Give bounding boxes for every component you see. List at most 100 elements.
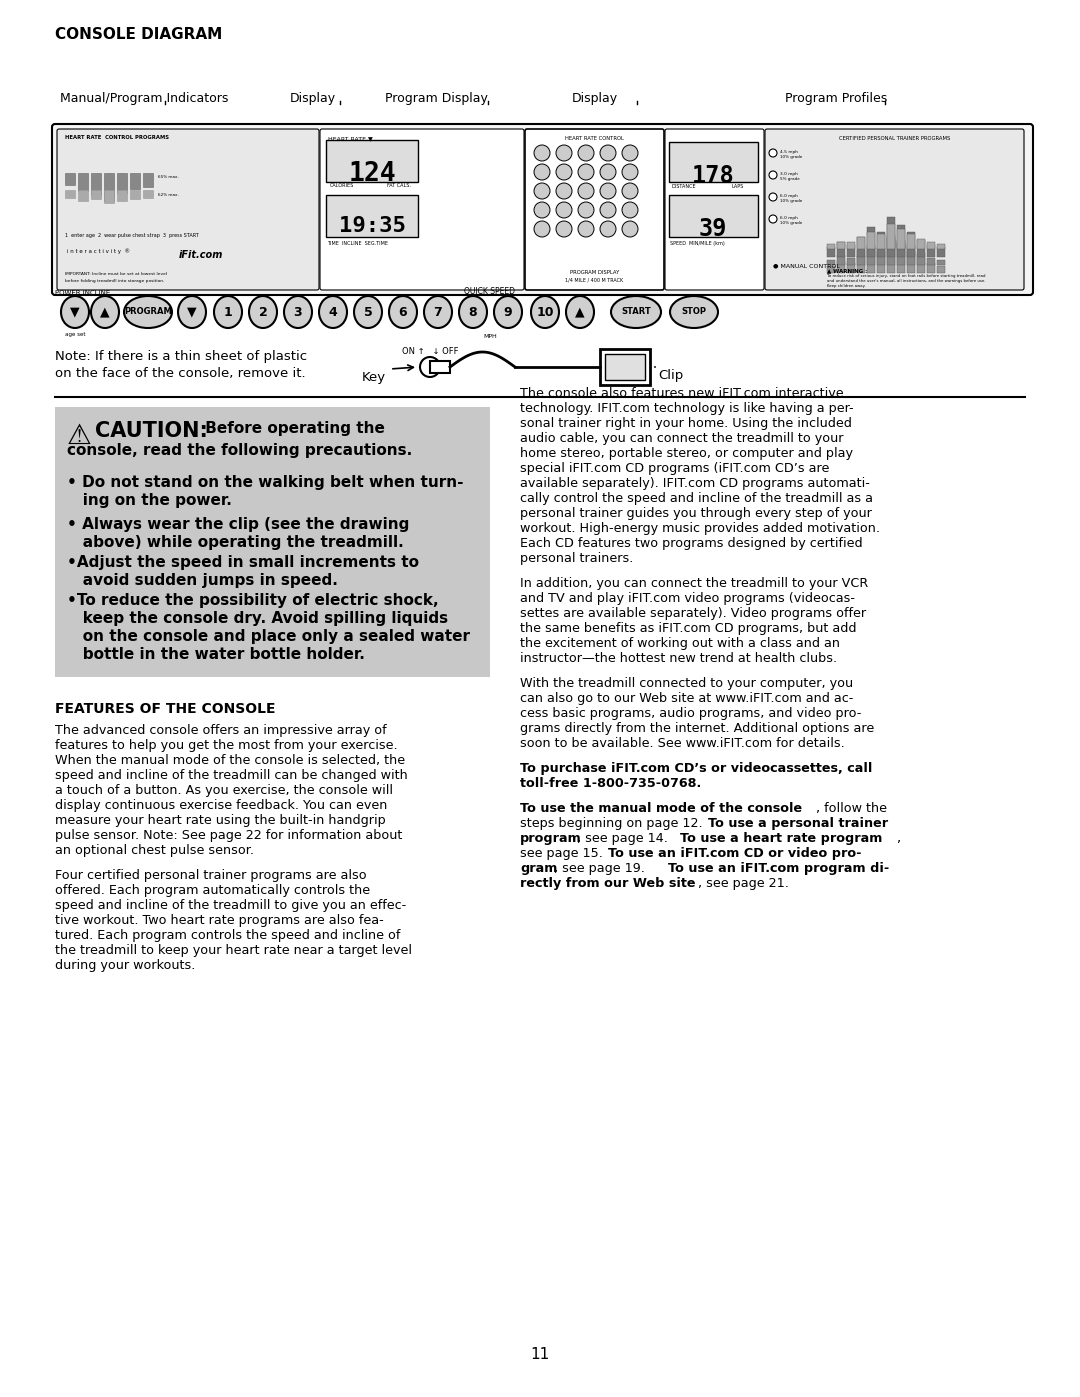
Text: personal trainers.: personal trainers.: [519, 552, 633, 564]
Bar: [130, 190, 140, 200]
Ellipse shape: [611, 296, 661, 328]
Bar: [937, 265, 945, 272]
Text: technology. IFIT.com technology is like having a per-: technology. IFIT.com technology is like …: [519, 402, 853, 415]
Text: 10: 10: [537, 306, 554, 319]
Text: 2: 2: [258, 306, 268, 319]
Text: ⚠: ⚠: [67, 422, 92, 450]
Bar: [867, 226, 875, 257]
Text: 3: 3: [294, 306, 302, 319]
Text: Clip: Clip: [658, 369, 684, 381]
Text: bottle in the water bottle holder.: bottle in the water bottle holder.: [67, 647, 365, 662]
Bar: [917, 239, 924, 249]
Bar: [877, 247, 885, 265]
Text: on the face of the console, remove it.: on the face of the console, remove it.: [55, 367, 306, 380]
Text: CONSOLE DIAGRAM: CONSOLE DIAGRAM: [55, 27, 222, 42]
Text: 124: 124: [348, 161, 395, 187]
Bar: [858, 250, 865, 265]
Text: Each CD features two programs designed by certified: Each CD features two programs designed b…: [519, 536, 863, 550]
Text: cess basic programs, audio programs, and video pro-: cess basic programs, audio programs, and…: [519, 707, 862, 719]
Circle shape: [578, 221, 594, 237]
Text: POWER INCLINE: POWER INCLINE: [55, 291, 110, 296]
Text: keep the console dry. Avoid spilling liquids: keep the console dry. Avoid spilling liq…: [67, 610, 448, 626]
Text: 8: 8: [469, 306, 477, 319]
Text: 11: 11: [530, 1347, 550, 1362]
Text: •To reduce the possibility of electric shock,: •To reduce the possibility of electric s…: [67, 592, 438, 608]
Text: Display: Display: [572, 92, 618, 105]
Circle shape: [534, 221, 550, 237]
Text: instructor—the hottest new trend at health clubs.: instructor—the hottest new trend at heal…: [519, 652, 837, 665]
Text: •Adjust the speed in small increments to: •Adjust the speed in small increments to: [67, 555, 419, 570]
Text: soon to be available. See www.iFIT.com for details.: soon to be available. See www.iFIT.com f…: [519, 738, 845, 750]
Bar: [847, 244, 855, 257]
Text: gram: gram: [519, 862, 557, 875]
Text: 39: 39: [699, 217, 727, 242]
Text: 6.0 mph: 6.0 mph: [780, 194, 798, 198]
Text: FEATURES OF THE CONSOLE: FEATURES OF THE CONSOLE: [55, 703, 275, 717]
Text: 5% grade: 5% grade: [780, 177, 800, 182]
Bar: [887, 237, 895, 272]
Text: To use an iFIT.com program di-: To use an iFIT.com program di-: [669, 862, 889, 875]
Text: speed and incline of the treadmill can be changed with: speed and incline of the treadmill can b…: [55, 768, 408, 782]
Text: SPEED  MIN/MILE (km): SPEED MIN/MILE (km): [670, 242, 725, 246]
FancyBboxPatch shape: [669, 142, 758, 182]
Ellipse shape: [389, 296, 417, 328]
Text: To use a personal trainer: To use a personal trainer: [708, 817, 888, 830]
Text: the treadmill to keep your heart rate near a target level: the treadmill to keep your heart rate ne…: [55, 944, 411, 957]
Text: special iFIT.com CD programs (iFIT.com CD’s are: special iFIT.com CD programs (iFIT.com C…: [519, 462, 829, 475]
Text: ON ↑   ↓ OFF: ON ↑ ↓ OFF: [402, 346, 458, 356]
Text: To use the manual mode of the console: To use the manual mode of the console: [519, 802, 802, 814]
Text: CAUTION:: CAUTION:: [95, 420, 207, 441]
Bar: [867, 244, 875, 265]
Text: 4: 4: [328, 306, 337, 319]
Text: Program Display: Program Display: [384, 92, 488, 105]
Bar: [917, 253, 924, 265]
Text: Note: If there is a thin sheet of plastic: Note: If there is a thin sheet of plasti…: [55, 351, 307, 363]
Bar: [65, 190, 75, 198]
Text: on the console and place only a sealed water: on the console and place only a sealed w…: [67, 629, 470, 644]
Text: Display: Display: [291, 92, 336, 105]
Ellipse shape: [178, 296, 206, 328]
Bar: [907, 232, 915, 257]
Bar: [877, 235, 885, 249]
Text: In addition, you can connect the treadmill to your VCR: In addition, you can connect the treadmi…: [519, 577, 868, 590]
Text: 6: 6: [399, 306, 407, 319]
Text: toll-free 1-800-735-0768.: toll-free 1-800-735-0768.: [519, 777, 701, 789]
Bar: [117, 173, 127, 193]
Bar: [907, 235, 915, 249]
Circle shape: [622, 203, 638, 218]
Bar: [927, 263, 935, 272]
Text: Keep children away.: Keep children away.: [827, 284, 866, 288]
Text: 10% grade: 10% grade: [780, 198, 802, 203]
Text: offered. Each program automatically controls the: offered. Each program automatically cont…: [55, 884, 370, 897]
Bar: [867, 232, 875, 249]
Bar: [430, 360, 450, 373]
Text: With the treadmill connected to your computer, you: With the treadmill connected to your com…: [519, 678, 853, 690]
Text: 19:35: 19:35: [338, 217, 405, 236]
Text: 1/4 MILE / 400 M TRACK: 1/4 MILE / 400 M TRACK: [565, 278, 623, 284]
Bar: [867, 249, 875, 272]
Text: , see page 14.: , see page 14.: [577, 833, 672, 845]
Circle shape: [769, 170, 777, 179]
Bar: [907, 244, 915, 265]
Text: ▲: ▲: [100, 306, 110, 319]
Bar: [858, 256, 865, 272]
Circle shape: [534, 145, 550, 161]
Text: grams directly from the internet. Additional options are: grams directly from the internet. Additi…: [519, 722, 874, 735]
Bar: [858, 236, 865, 249]
Circle shape: [534, 163, 550, 180]
Bar: [937, 244, 945, 249]
Bar: [104, 173, 114, 201]
Circle shape: [600, 203, 616, 218]
Text: To purchase iFIT.com CD’s or videocassettes, call: To purchase iFIT.com CD’s or videocasset…: [519, 761, 873, 775]
Circle shape: [600, 183, 616, 198]
FancyBboxPatch shape: [525, 129, 664, 291]
Ellipse shape: [494, 296, 522, 328]
FancyBboxPatch shape: [57, 129, 319, 291]
Bar: [917, 258, 924, 272]
Text: , see page 21.: , see page 21.: [698, 877, 788, 890]
Text: the excitement of working out with a class and an: the excitement of working out with a cla…: [519, 637, 840, 650]
Text: MPH: MPH: [483, 334, 497, 339]
Text: • Always wear the clip (see the drawing: • Always wear the clip (see the drawing: [67, 517, 409, 532]
Text: a touch of a button. As you exercise, the console will: a touch of a button. As you exercise, th…: [55, 784, 393, 798]
Text: audio cable, you can connect the treadmill to your: audio cable, you can connect the treadmi…: [519, 432, 843, 446]
